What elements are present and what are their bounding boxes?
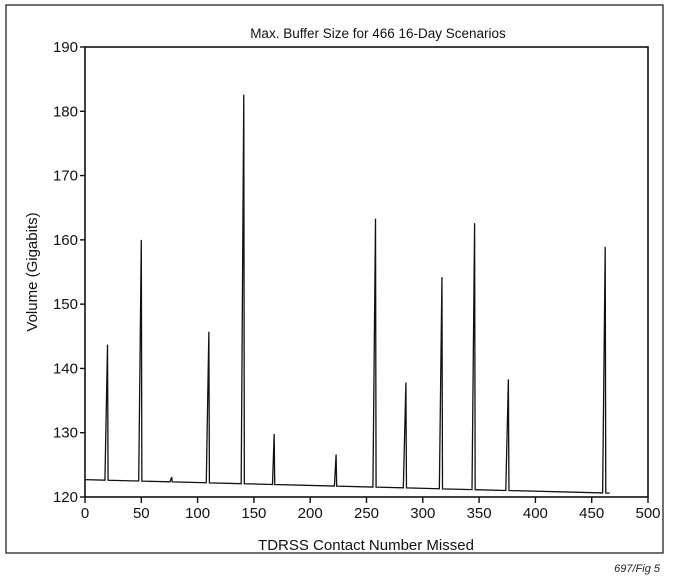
x-axis-title: TDRSS Contact Number Missed <box>258 537 474 554</box>
figure-frame <box>5 4 664 554</box>
buffer-size-series-line <box>84 94 610 494</box>
y-tick-label: 180 <box>53 103 78 120</box>
plot-area-border <box>84 46 649 498</box>
figure-number-note: 697/Fig 5 <box>614 563 661 575</box>
x-axis-ticks: 0 50 100 150 200 250 300 350 400 450 500 <box>81 497 661 522</box>
y-axis-ticks: 120 130 140 150 160 170 180 190 <box>53 39 85 506</box>
x-tick-label: 100 <box>185 505 210 522</box>
y-tick-label: 130 <box>53 425 78 442</box>
x-tick-label: 300 <box>410 505 435 522</box>
y-tick-label: 170 <box>53 168 78 185</box>
chart-title: Max. Buffer Size for 466 16-Day Scenario… <box>250 26 506 41</box>
x-tick-label: 500 <box>635 505 660 522</box>
x-tick-label: 200 <box>298 505 323 522</box>
x-tick-label: 0 <box>81 505 89 522</box>
y-tick-label: 120 <box>53 489 78 506</box>
x-tick-label: 400 <box>523 505 548 522</box>
y-tick-label: 190 <box>53 39 78 56</box>
y-tick-label: 160 <box>53 232 78 249</box>
y-tick-label: 150 <box>53 296 78 313</box>
x-tick-label: 450 <box>579 505 604 522</box>
x-tick-label: 350 <box>467 505 492 522</box>
x-tick-label: 250 <box>354 505 379 522</box>
x-tick-label: 50 <box>133 505 150 522</box>
x-tick-label: 150 <box>241 505 266 522</box>
y-tick-label: 140 <box>53 360 78 377</box>
y-axis-title: Volume (Gigabits) <box>24 212 41 331</box>
